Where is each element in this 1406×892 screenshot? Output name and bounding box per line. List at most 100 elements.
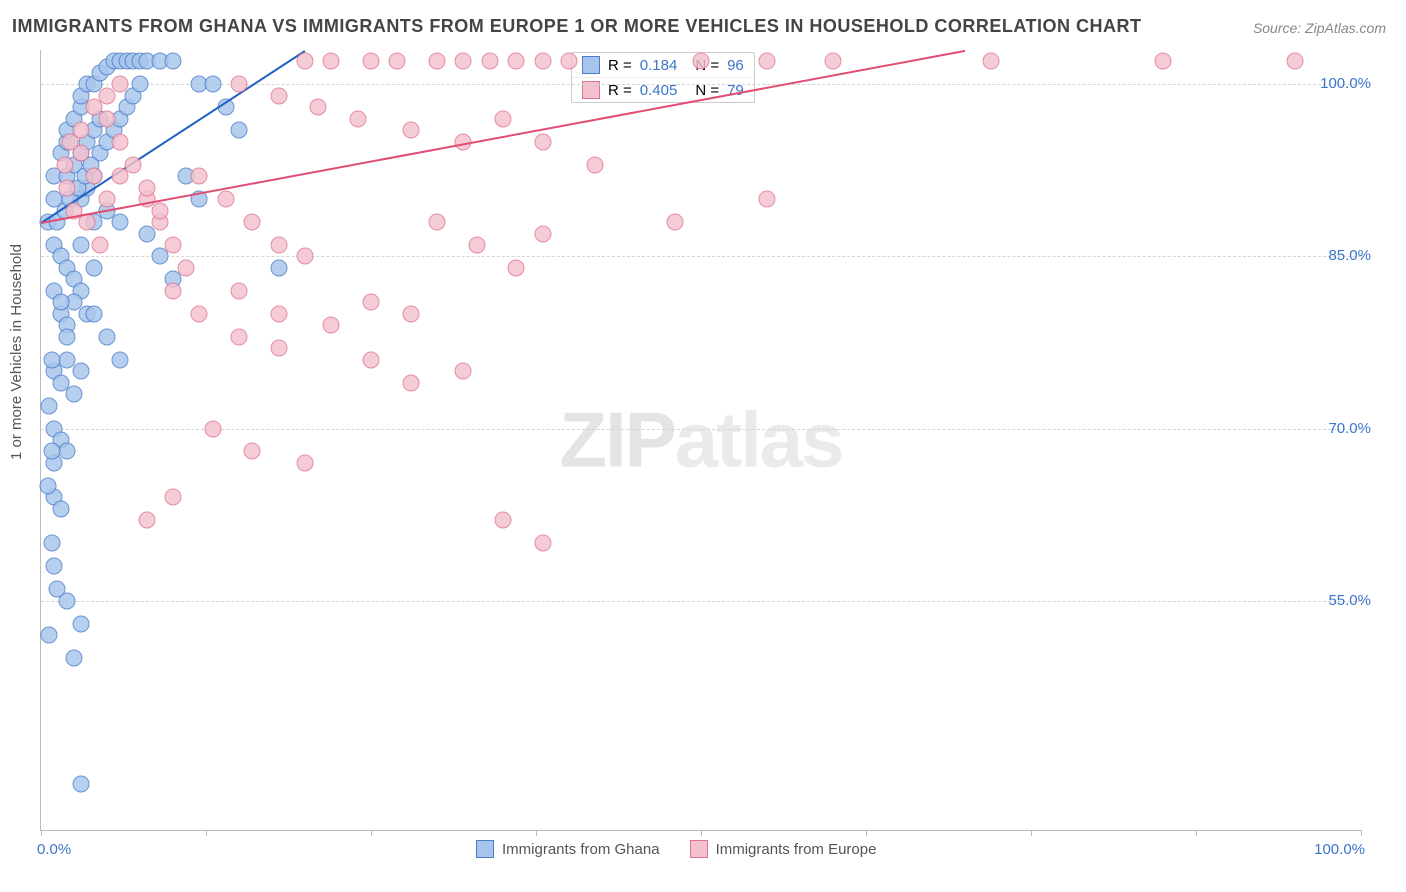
data-point — [244, 443, 261, 460]
data-point — [561, 53, 578, 70]
data-point — [112, 214, 129, 231]
data-point — [99, 191, 116, 208]
data-point — [323, 53, 340, 70]
series-legend: Immigrants from Ghana Immigrants from Eu… — [476, 840, 876, 858]
data-point — [56, 156, 73, 173]
data-point — [389, 53, 406, 70]
data-point — [151, 202, 168, 219]
data-point — [39, 477, 56, 494]
regression-line — [41, 50, 965, 224]
data-point — [495, 110, 512, 127]
x-axis-max-label: 100.0% — [1314, 841, 1365, 858]
data-point — [48, 581, 65, 598]
data-point — [270, 87, 287, 104]
data-point — [112, 76, 129, 93]
data-point — [191, 168, 208, 185]
data-point — [666, 214, 683, 231]
data-point — [534, 133, 551, 150]
data-point — [165, 489, 182, 506]
data-point — [40, 627, 57, 644]
data-point — [217, 191, 234, 208]
legend-row-ghana: R =0.184 N =96 — [572, 53, 754, 77]
data-point — [165, 237, 182, 254]
data-point — [59, 443, 76, 460]
legend-item-europe: Immigrants from Europe — [690, 840, 877, 858]
data-point — [40, 397, 57, 414]
data-point — [204, 76, 221, 93]
data-point — [178, 259, 195, 276]
data-point — [72, 363, 89, 380]
data-point — [508, 53, 525, 70]
data-point — [85, 259, 102, 276]
data-point — [508, 259, 525, 276]
data-point — [59, 328, 76, 345]
data-point — [46, 558, 63, 575]
data-point — [402, 122, 419, 139]
data-point — [138, 179, 155, 196]
data-point — [66, 649, 83, 666]
legend-swatch-ghana — [582, 56, 600, 74]
data-point — [534, 535, 551, 552]
x-tick — [41, 830, 42, 836]
data-point — [231, 328, 248, 345]
data-point — [59, 179, 76, 196]
data-point — [99, 110, 116, 127]
data-point — [66, 386, 83, 403]
data-point — [138, 512, 155, 529]
data-point — [204, 420, 221, 437]
data-point — [125, 156, 142, 173]
data-point — [112, 133, 129, 150]
data-point — [534, 225, 551, 242]
data-point — [1155, 53, 1172, 70]
legend-swatch-europe-icon — [690, 840, 708, 858]
data-point — [191, 305, 208, 322]
data-point — [52, 294, 69, 311]
data-point — [455, 53, 472, 70]
data-point — [165, 53, 182, 70]
data-point — [231, 282, 248, 299]
y-tick-label: 55.0% — [1301, 592, 1371, 609]
data-point — [983, 53, 1000, 70]
data-point — [72, 122, 89, 139]
data-point — [43, 443, 60, 460]
data-point — [112, 351, 129, 368]
x-tick — [701, 830, 702, 836]
chart-title: IMMIGRANTS FROM GHANA VS IMMIGRANTS FROM… — [12, 16, 1142, 37]
legend-swatch-ghana-icon — [476, 840, 494, 858]
y-tick-label: 70.0% — [1301, 420, 1371, 437]
data-point — [297, 248, 314, 265]
data-point — [270, 237, 287, 254]
data-point — [85, 305, 102, 322]
y-tick-label: 85.0% — [1301, 247, 1371, 264]
x-tick — [536, 830, 537, 836]
watermark: ZIPatlas — [559, 395, 842, 486]
data-point — [72, 776, 89, 793]
data-point — [72, 237, 89, 254]
data-point — [402, 305, 419, 322]
data-point — [270, 259, 287, 276]
data-point — [759, 191, 776, 208]
data-point — [429, 53, 446, 70]
y-axis-label: 1 or more Vehicles in Household — [8, 244, 25, 460]
data-point — [825, 53, 842, 70]
x-tick — [1031, 830, 1032, 836]
data-point — [99, 328, 116, 345]
data-point — [231, 122, 248, 139]
data-point — [244, 214, 261, 231]
x-tick — [1196, 830, 1197, 836]
data-point — [297, 53, 314, 70]
data-point — [92, 237, 109, 254]
data-point — [72, 615, 89, 632]
data-point — [349, 110, 366, 127]
data-point — [455, 363, 472, 380]
data-point — [587, 156, 604, 173]
data-point — [363, 294, 380, 311]
data-point — [297, 454, 314, 471]
legend-item-ghana: Immigrants from Ghana — [476, 840, 660, 858]
y-tick-label: 100.0% — [1301, 75, 1371, 92]
data-point — [43, 535, 60, 552]
data-point — [693, 53, 710, 70]
data-point — [481, 53, 498, 70]
x-axis-min-label: 0.0% — [37, 841, 71, 858]
data-point — [310, 99, 327, 116]
